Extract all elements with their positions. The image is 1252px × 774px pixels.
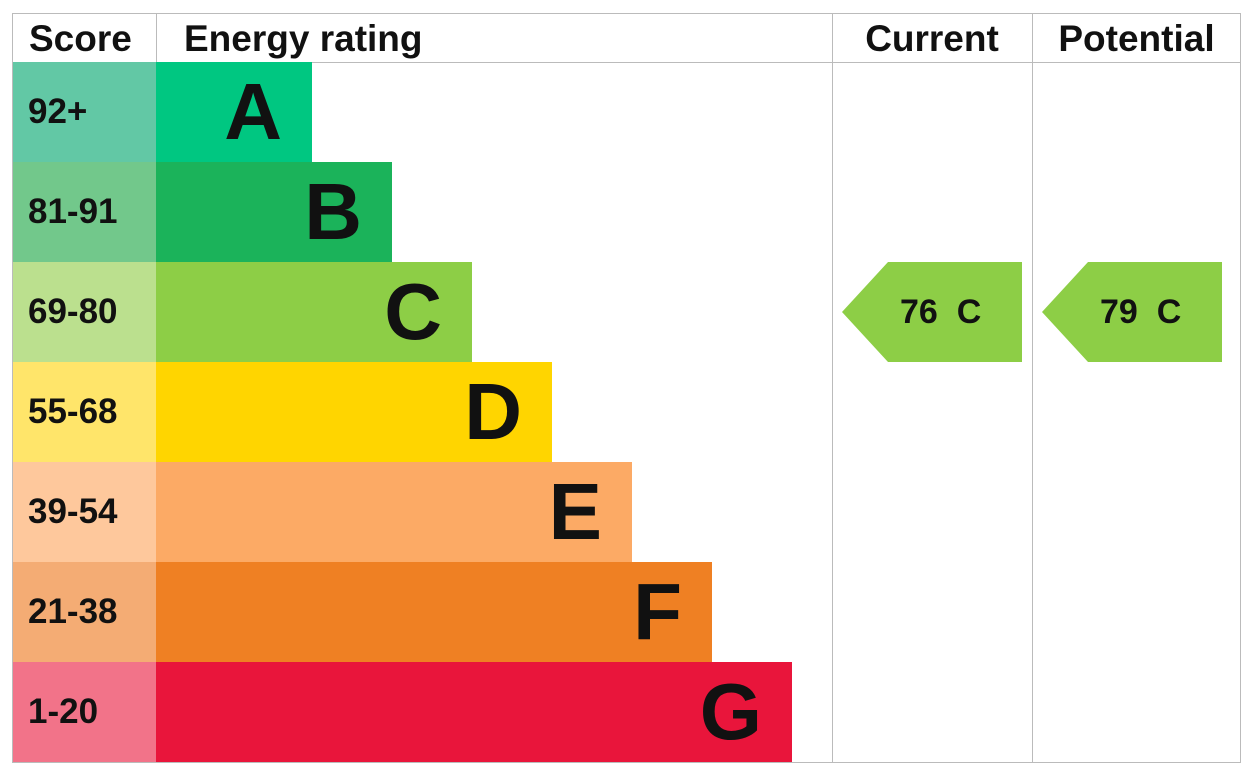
potential-divider [1032, 13, 1033, 763]
band-bar-a: A [156, 62, 312, 162]
band-bar-d: D [156, 362, 552, 462]
band-letter: E [548, 467, 602, 556]
score-range-e: 39-54 [13, 462, 156, 562]
band-bar-f: F [156, 562, 712, 662]
band-letter: G [699, 667, 762, 756]
band-letter: B [304, 167, 362, 256]
potential-header: Potential [1058, 18, 1215, 59]
score-range-b: 81-91 [13, 162, 156, 262]
potential-rating-label: 79 C [1100, 293, 1182, 331]
current-rating-arrow: 76 C [842, 262, 1022, 362]
band-letter: C [384, 267, 442, 356]
header-divider [12, 62, 1241, 63]
potential-rating-arrow: 79 C [1042, 262, 1222, 362]
band-letter: F [633, 567, 682, 656]
score-range-d: 55-68 [13, 362, 156, 462]
current-header: Current [865, 18, 999, 59]
band-letter: A [224, 67, 282, 156]
score-range-c: 69-80 [13, 262, 156, 362]
band-bar-b: B [156, 162, 392, 262]
current-divider [832, 13, 833, 763]
energy-rating-header: Energy rating [184, 18, 423, 59]
score-range-a: 92+ [13, 62, 156, 162]
score-range-g: 1-20 [13, 662, 156, 762]
band-bar-e: E [156, 462, 632, 562]
chart-frame [12, 13, 1241, 763]
current-rating-label: 76 C [900, 293, 982, 331]
score-divider [156, 13, 157, 62]
band-bar-c: C [156, 262, 472, 362]
score-header: Score [29, 18, 132, 59]
band-bar-g: G [156, 662, 792, 762]
score-range-f: 21-38 [13, 562, 156, 662]
band-letter: D [464, 367, 522, 456]
